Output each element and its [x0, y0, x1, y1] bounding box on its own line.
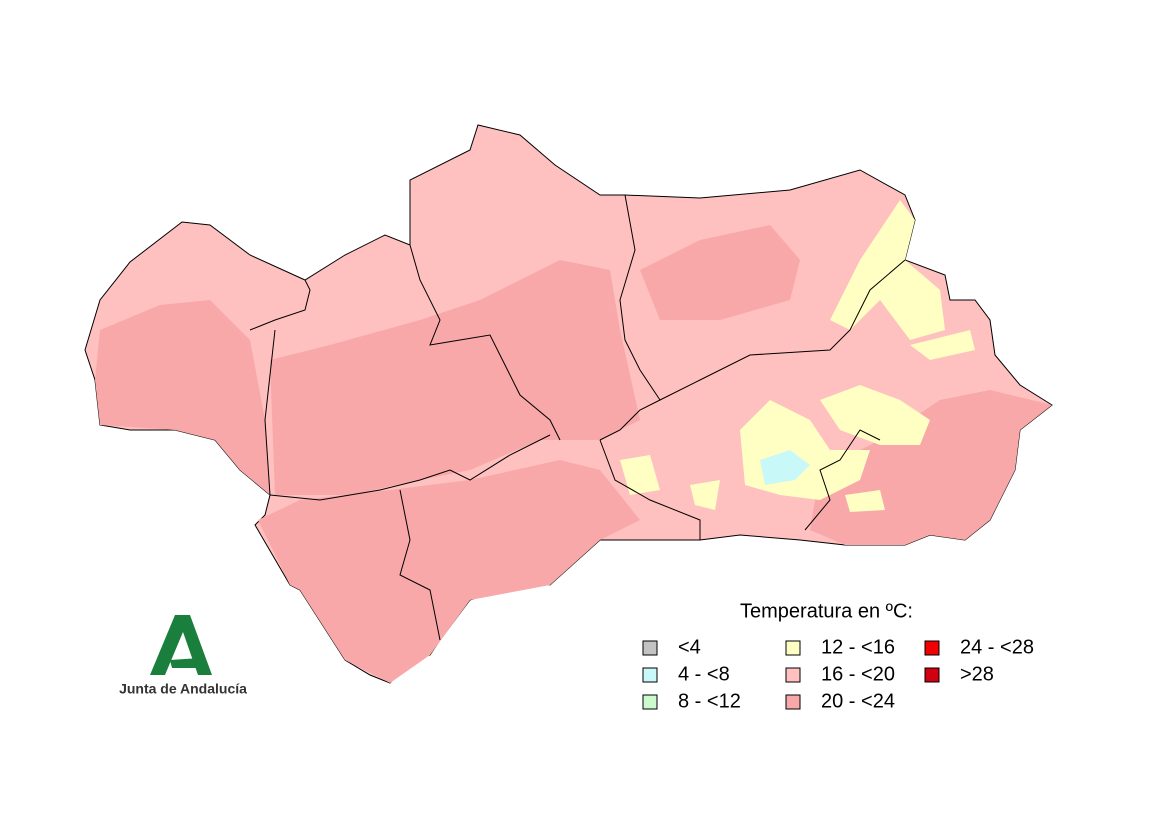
- cool-area: [820, 385, 930, 445]
- legend: Temperatura en ºC: <4 4 - <8 8 - <12 12 - <…: [642, 600, 1034, 712]
- province-border: [599, 439, 701, 540]
- legend-label: 24 - <28: [960, 636, 1034, 658]
- legend-label: <4: [678, 636, 701, 658]
- province-border: [804, 429, 881, 531]
- legend-label: 12 - <16: [821, 636, 895, 658]
- legend-swatch: [924, 667, 940, 683]
- map: [84, 124, 1053, 684]
- province-border: [399, 489, 441, 641]
- warm-area: [640, 225, 800, 320]
- logo-text: Junta de Andalucía: [119, 681, 247, 697]
- legend-swatch: [642, 640, 658, 656]
- province-border: [264, 329, 276, 496]
- legend-swatch: [785, 667, 801, 683]
- warm-area: [95, 300, 270, 495]
- legend-swatch: [785, 694, 801, 710]
- logo: Junta de Andalucía: [119, 615, 247, 697]
- cool-area: [845, 490, 885, 512]
- legend-swatch: [924, 640, 940, 656]
- legend-swatch: [785, 640, 801, 656]
- cool-area: [830, 200, 945, 340]
- legend-label: 16 - <20: [821, 663, 895, 685]
- legend-swatch: [642, 694, 658, 710]
- cold-area: [760, 450, 810, 485]
- logo-mark: [170, 658, 200, 668]
- legend-label: 4 - <8: [678, 663, 730, 685]
- cool-area: [690, 480, 720, 510]
- legend-title: Temperatura en ºC:: [740, 600, 913, 622]
- warm-area: [258, 460, 640, 683]
- province-border: [599, 194, 661, 441]
- province-border: [249, 279, 311, 331]
- cool-area: [620, 455, 660, 495]
- province-border: [269, 434, 551, 501]
- province-borders: [249, 194, 906, 641]
- legend-swatch: [642, 667, 658, 683]
- cool-area: [910, 330, 975, 360]
- legend-label: 8 - <12: [678, 690, 741, 712]
- province-border: [409, 244, 561, 441]
- province-border: [659, 259, 906, 401]
- legend-label: >28: [960, 663, 994, 685]
- legend-label: 20 - <24: [821, 690, 895, 712]
